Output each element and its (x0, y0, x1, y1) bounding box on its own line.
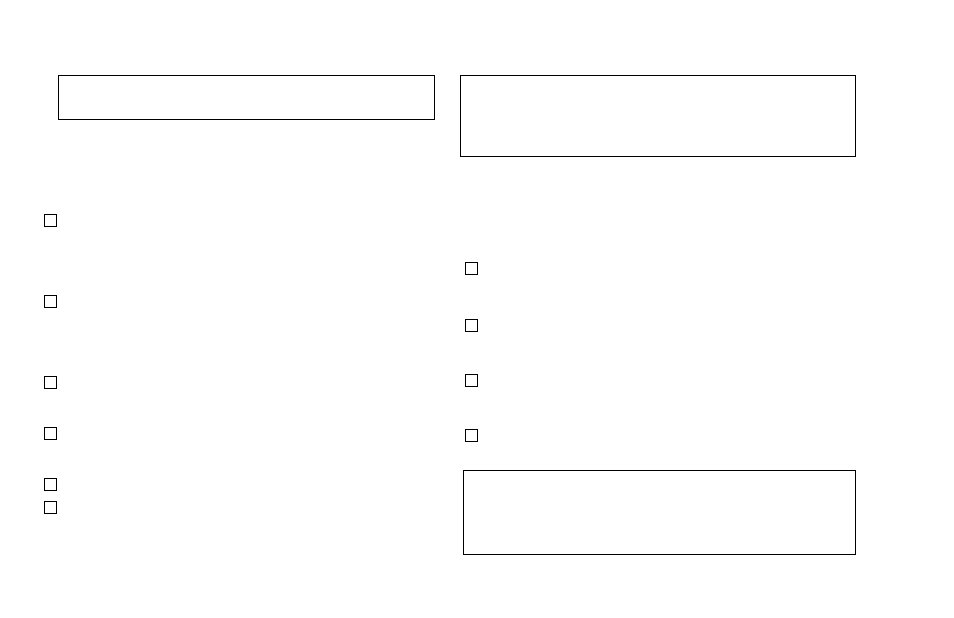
checkbox-right-4[interactable] (465, 429, 478, 442)
checkbox-left-4[interactable] (44, 427, 57, 440)
checkbox-left-5[interactable] (44, 478, 57, 491)
input-box-bottom-right[interactable] (463, 470, 856, 555)
checkbox-left-2[interactable] (44, 295, 57, 308)
checkbox-left-1[interactable] (44, 214, 57, 227)
input-box-top-right[interactable] (460, 75, 856, 157)
checkbox-left-3[interactable] (44, 376, 57, 389)
checkbox-right-3[interactable] (465, 374, 478, 387)
checkbox-left-6[interactable] (44, 501, 57, 514)
checkbox-right-1[interactable] (465, 262, 478, 275)
checkbox-right-2[interactable] (465, 319, 478, 332)
input-box-top-left[interactable] (58, 75, 435, 120)
